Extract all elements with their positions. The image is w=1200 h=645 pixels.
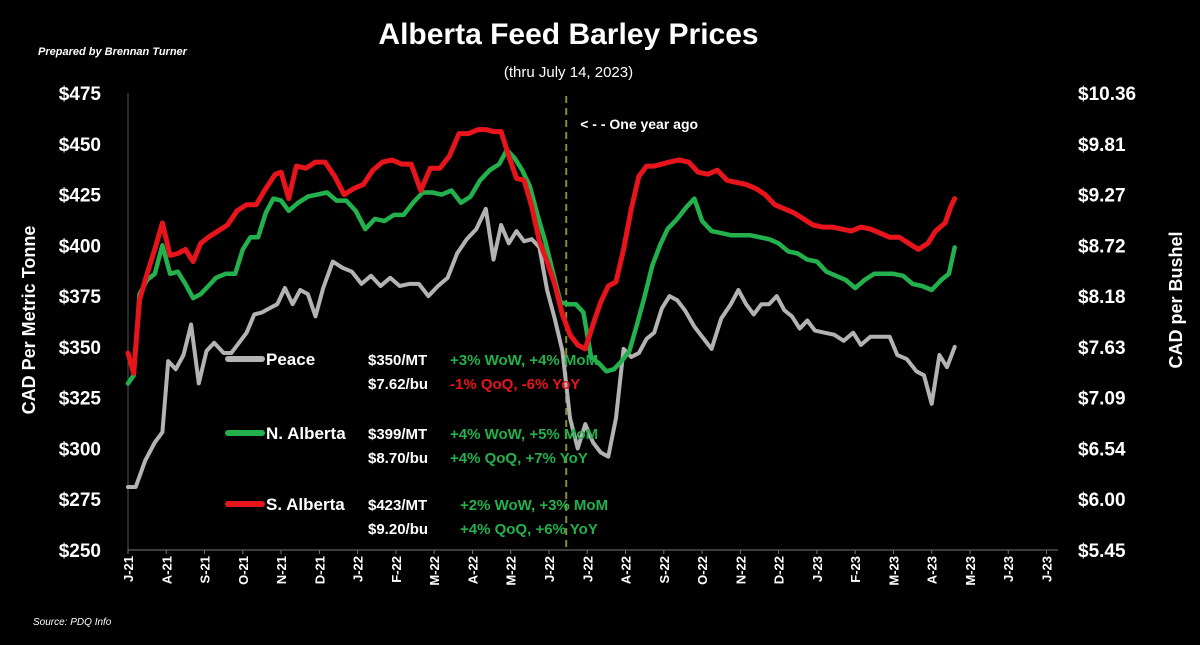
series-line-peace bbox=[126, 206, 957, 489]
y-left-tick-label: $450 bbox=[59, 135, 101, 156]
x-tick-label: A-22 bbox=[619, 556, 634, 584]
legend-change-mt: +4% WoW, +5% MoM bbox=[450, 426, 598, 443]
x-tick-label: M-23 bbox=[963, 556, 978, 586]
source-note: Source: PDQ Info bbox=[33, 617, 112, 628]
legend-price-mt: $423/MT bbox=[368, 497, 427, 514]
y-right-tick-label: $9.27 bbox=[1078, 186, 1126, 207]
x-tick-label: N-21 bbox=[274, 556, 289, 584]
y-left-tick-label: $400 bbox=[59, 236, 101, 257]
legend-price-bu: $7.62/bu bbox=[368, 376, 428, 393]
author-credit: Prepared by Brennan Turner bbox=[38, 46, 187, 58]
y-left-tick-label: $475 bbox=[59, 84, 102, 105]
x-tick-label: J-23 bbox=[1001, 556, 1016, 582]
y-left-tick-label: $300 bbox=[59, 439, 101, 460]
y-right-tick-label: $7.63 bbox=[1078, 338, 1126, 359]
x-tick-label: J-22 bbox=[351, 556, 366, 582]
one-year-ago-label: < - - One year ago bbox=[580, 116, 698, 132]
y-right-tick-label: $6.54 bbox=[1078, 439, 1126, 460]
y-right-tick-label: $9.81 bbox=[1078, 135, 1126, 156]
x-tick-label: A-23 bbox=[925, 556, 940, 584]
legend-change-mt: +2% WoW, +3% MoM bbox=[460, 497, 608, 514]
x-tick-label: A-21 bbox=[159, 556, 174, 584]
x-tick-label: F-23 bbox=[848, 556, 863, 583]
legend-price-mt: $350/MT bbox=[368, 352, 427, 369]
legend-series-name: Peace bbox=[266, 350, 315, 369]
x-tick-label: J-22 bbox=[580, 556, 595, 582]
series-line-n-alberta bbox=[125, 147, 957, 386]
x-tick-label: M-22 bbox=[504, 556, 519, 586]
y-left-tick-label: $325 bbox=[59, 389, 102, 410]
x-tick-label: F-22 bbox=[389, 556, 404, 583]
x-tick-label: N-22 bbox=[733, 556, 748, 584]
chart-title: Alberta Feed Barley Prices bbox=[378, 18, 759, 51]
x-tick-label: O-21 bbox=[236, 556, 251, 585]
x-tick-label: J-21 bbox=[121, 556, 136, 582]
y-left-axis-title: CAD Per Metric Tonne bbox=[19, 226, 39, 415]
y-left-tick-label: $375 bbox=[59, 287, 102, 308]
legend-change-mt: +3% WoW, +4% MoM bbox=[450, 352, 598, 369]
y-left-tick-label: $275 bbox=[59, 490, 102, 511]
chart-subtitle: (thru July 14, 2023) bbox=[503, 64, 634, 81]
legend-series-name: N. Alberta bbox=[266, 424, 346, 443]
x-tick-label: O-22 bbox=[695, 556, 710, 585]
y-right-axis-title: CAD per Bushel bbox=[1166, 231, 1186, 368]
legend-change-bu: +4% QoQ, +6% YoY bbox=[460, 521, 598, 538]
y-right-tick-label: $7.09 bbox=[1078, 389, 1126, 410]
x-tick-label: D-22 bbox=[772, 556, 787, 584]
y-left-tick-label: $250 bbox=[59, 541, 101, 562]
y-right-tick-label: $6.00 bbox=[1078, 490, 1126, 511]
legend-series-name: S. Alberta bbox=[266, 495, 345, 514]
y-left-tick-label: $425 bbox=[59, 186, 102, 207]
y-right-tick-label: $5.45 bbox=[1078, 541, 1126, 562]
legend-price-mt: $399/MT bbox=[368, 426, 427, 443]
x-tick-label: M-22 bbox=[427, 556, 442, 586]
legend-price-bu: $9.20/bu bbox=[368, 521, 428, 538]
x-tick-label: D-21 bbox=[312, 556, 327, 584]
legend-change-bu: -1% QoQ, -6% YoY bbox=[450, 376, 580, 393]
y-right-tick-label: $8.18 bbox=[1078, 287, 1126, 308]
x-tick-label: J-22 bbox=[542, 556, 557, 582]
legend-change-bu: +4% QoQ, +7% YoY bbox=[450, 450, 588, 467]
x-tick-label: A-22 bbox=[465, 556, 480, 584]
x-tick-label: M-23 bbox=[886, 556, 901, 586]
y-left-tick-label: $350 bbox=[59, 338, 101, 359]
x-tick-label: J-23 bbox=[810, 556, 825, 582]
x-tick-label: S-22 bbox=[657, 556, 672, 583]
y-right-tick-label: $8.72 bbox=[1078, 236, 1126, 257]
legend-price-bu: $8.70/bu bbox=[368, 450, 428, 467]
x-tick-label: S-21 bbox=[198, 556, 213, 583]
y-right-tick-label: $10.36 bbox=[1078, 84, 1136, 105]
series-line-s-alberta bbox=[125, 127, 958, 376]
x-tick-label: J-23 bbox=[1040, 556, 1055, 582]
